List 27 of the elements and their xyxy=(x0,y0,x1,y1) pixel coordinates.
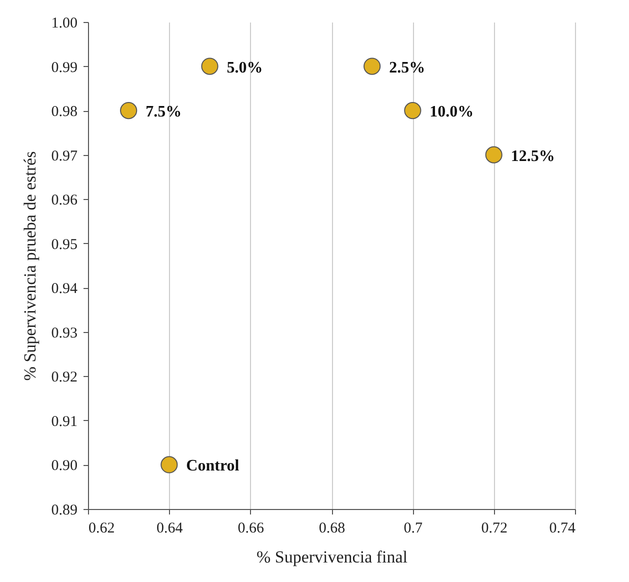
annotation: 2.5% xyxy=(389,59,426,76)
y-axis-title: % Supervivencia prueba de estrés xyxy=(20,151,40,381)
annotation: Control xyxy=(186,458,240,475)
y-tick-label: 0.99 xyxy=(51,60,78,76)
x-tick-label: 0.64 xyxy=(156,520,184,536)
annotation: 12.5% xyxy=(510,148,555,165)
x-tick-label: 0.66 xyxy=(238,520,264,536)
y-tick-label: 0.97 xyxy=(51,148,78,164)
y-tick-label: 0.89 xyxy=(51,502,78,518)
x-axis-title: % Supervivencia final xyxy=(256,548,408,566)
y-tick-label: 0.96 xyxy=(51,192,78,209)
annotation: 10.0% xyxy=(430,104,474,121)
y-tick-label: 0.90 xyxy=(51,458,78,474)
y-tick-label: 0.94 xyxy=(51,281,78,298)
annotation: 7.5% xyxy=(146,104,182,121)
x-tick-label: 0.7 xyxy=(404,520,424,536)
x-tick-label: 0.62 xyxy=(88,520,115,536)
y-tick-label: 0.95 xyxy=(51,236,78,253)
annotation: 5.0% xyxy=(226,59,263,76)
y-tick-label: 0.93 xyxy=(51,325,78,342)
y-tick-label: 0.92 xyxy=(51,370,78,386)
y-tick-label: 1.00 xyxy=(51,16,78,32)
x-tick-label: 0.74 xyxy=(549,520,576,536)
x-tick-label: 0.72 xyxy=(481,520,508,536)
x-tick-label: 0.68 xyxy=(318,520,346,536)
y-tick-label: 0.91 xyxy=(51,414,78,430)
y-tick-label: 0.98 xyxy=(51,104,78,120)
